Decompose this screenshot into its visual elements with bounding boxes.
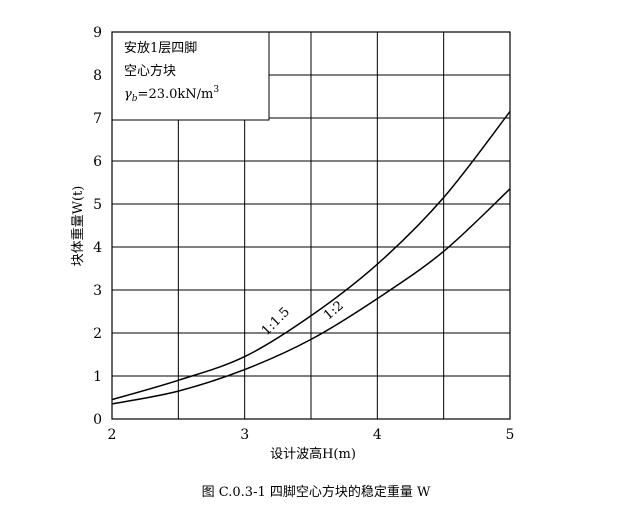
x-tick-labels: 2 3 4 5 (108, 427, 515, 443)
y-tick-label: 5 (93, 197, 102, 213)
y-tick-label: 7 (93, 111, 102, 127)
legend-line-1: 安放1层四脚 (124, 40, 197, 56)
legend-gamma-symbol: γ (124, 87, 132, 102)
y-axis-title: 块体重量W(t) (70, 186, 86, 267)
legend-gamma-subscript: b (132, 94, 138, 104)
y-tick-label: 6 (93, 154, 102, 170)
x-tick-label: 5 (506, 427, 515, 443)
x-tick-label: 3 (240, 427, 249, 443)
legend-box (111, 31, 270, 121)
legend-density-value: =23.0kN/m (138, 87, 214, 102)
y-tick-label: 4 (93, 240, 102, 256)
y-tick-label: 0 (93, 412, 102, 428)
y-tick-label: 9 (93, 25, 102, 41)
series-line-2 (111, 188, 511, 405)
series-label-1: 1:1.5 (259, 305, 293, 339)
x-tick-label: 2 (108, 427, 117, 443)
x-tick-label: 4 (373, 427, 382, 443)
grid (112, 32, 510, 419)
series-line-1 (111, 111, 511, 401)
legend-line-3: γb=23.0kN/m3 (124, 85, 219, 104)
plot-frame (111, 31, 511, 420)
legend-density-exponent: 3 (213, 85, 219, 95)
y-tick-labels: 0 1 2 3 4 5 6 7 8 9 (93, 25, 102, 428)
legend-line-2: 空心方块 (124, 63, 176, 79)
y-tick-label: 8 (93, 68, 102, 84)
series-label-2: 1:2 (321, 298, 347, 323)
y-tick-label: 2 (93, 326, 102, 342)
y-tick-label: 3 (93, 283, 102, 299)
series-layer (111, 111, 511, 405)
y-tick-label: 1 (93, 369, 102, 385)
x-axis-title: 设计波高H(m) (270, 446, 356, 462)
figure-caption: 图 C.0.3-1 四脚空心方块的稳定重量 W (202, 484, 431, 500)
